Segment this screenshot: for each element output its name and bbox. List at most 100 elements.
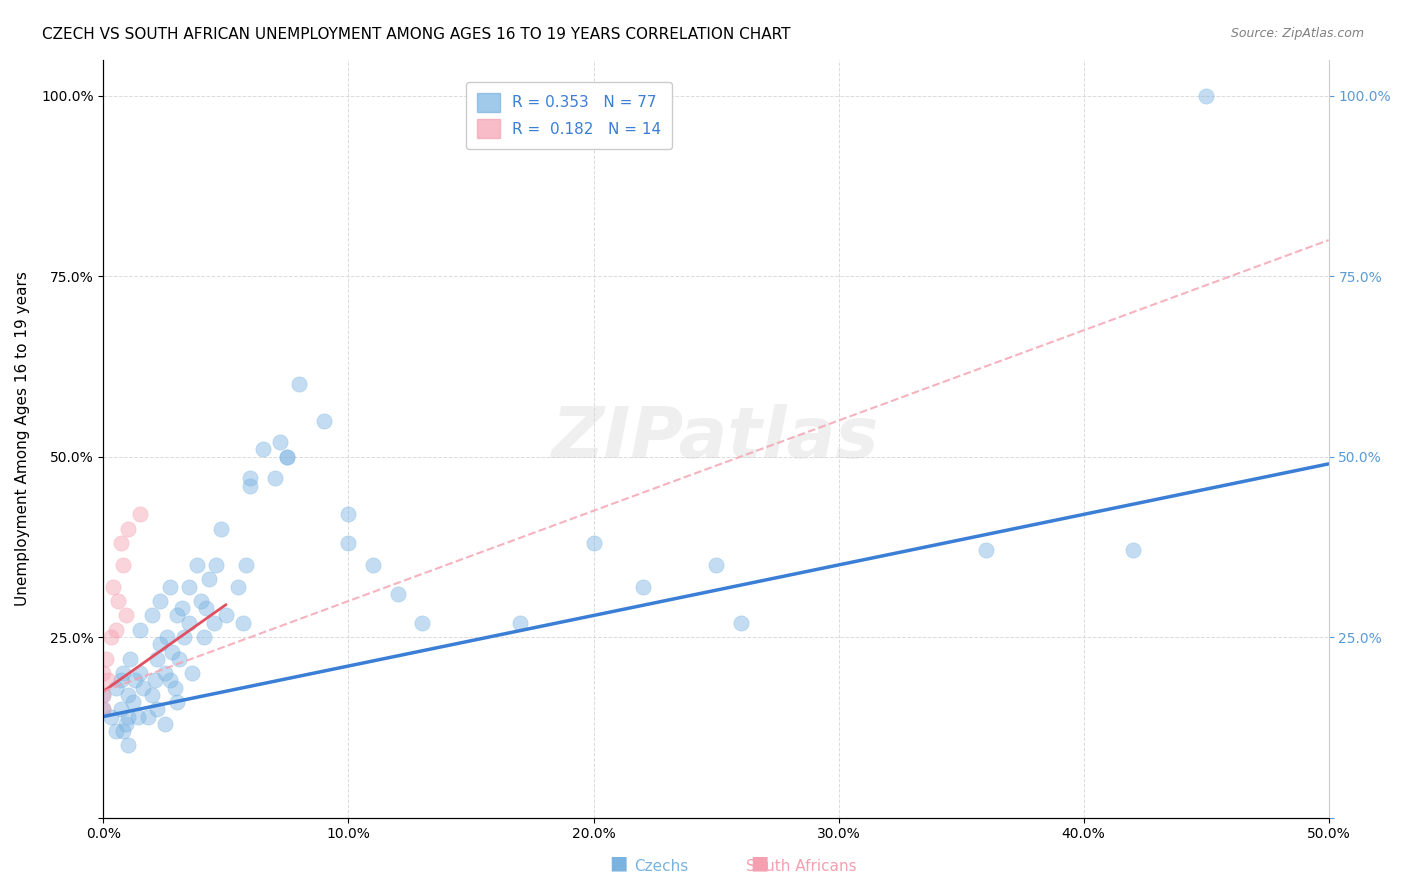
Point: [97, 673, 120, 688]
Point: [129, 666, 152, 681]
Point: [312, 413, 335, 427]
Point: [141, 608, 163, 623]
Point: [127, 709, 149, 723]
Point: [1122, 543, 1144, 558]
Point: [186, 558, 208, 572]
Point: [104, 623, 127, 637]
Point: [124, 673, 146, 688]
Point: [93, 688, 115, 702]
Point: [94, 652, 117, 666]
Point: [143, 673, 166, 688]
Point: [198, 573, 221, 587]
Point: [166, 695, 188, 709]
Point: [180, 666, 202, 681]
Point: [163, 681, 186, 695]
Point: [156, 630, 179, 644]
Point: [110, 536, 132, 550]
Point: [146, 652, 169, 666]
Y-axis label: Unemployment Among Ages 16 to 19 years: Unemployment Among Ages 16 to 19 years: [15, 271, 30, 606]
Point: [120, 652, 142, 666]
Point: [117, 739, 139, 753]
Point: [93, 666, 115, 681]
Point: [276, 450, 298, 464]
Point: [129, 508, 152, 522]
Point: [146, 702, 169, 716]
Point: [153, 666, 176, 681]
Point: [193, 630, 215, 644]
Point: [117, 522, 139, 536]
Point: [112, 666, 135, 681]
Point: [121, 695, 143, 709]
Point: [160, 644, 183, 658]
Point: [264, 471, 287, 485]
Point: [153, 716, 176, 731]
Point: [112, 558, 135, 572]
Point: [232, 615, 254, 630]
Point: [100, 630, 122, 644]
Point: [215, 608, 238, 623]
Point: [159, 673, 181, 688]
Point: [173, 630, 195, 644]
Point: [110, 673, 132, 688]
Point: [235, 558, 257, 572]
Point: [631, 580, 654, 594]
Point: [202, 615, 225, 630]
Text: Czechs: Czechs: [634, 859, 688, 874]
Point: [190, 594, 212, 608]
Point: [509, 615, 531, 630]
Point: [288, 377, 311, 392]
Text: ■: ■: [609, 854, 628, 872]
Point: [117, 688, 139, 702]
Point: [114, 716, 136, 731]
Point: [239, 478, 262, 492]
Point: [704, 558, 727, 572]
Point: [209, 522, 232, 536]
Point: [104, 681, 127, 695]
Point: [103, 580, 125, 594]
Point: [170, 601, 193, 615]
Point: [169, 652, 191, 666]
Point: [110, 702, 132, 716]
Point: [269, 435, 291, 450]
Point: [159, 580, 181, 594]
Text: South Africans: South Africans: [747, 859, 856, 874]
Point: [100, 709, 122, 723]
Point: [93, 702, 115, 716]
Point: [337, 508, 360, 522]
Point: [112, 723, 135, 738]
Point: [93, 688, 115, 702]
Point: [205, 558, 228, 572]
Point: [149, 637, 172, 651]
Legend: R = 0.353   N = 77, R =  0.182   N = 14: R = 0.353 N = 77, R = 0.182 N = 14: [467, 82, 672, 149]
Text: CZECH VS SOUTH AFRICAN UNEMPLOYMENT AMONG AGES 16 TO 19 YEARS CORRELATION CHART: CZECH VS SOUTH AFRICAN UNEMPLOYMENT AMON…: [42, 27, 790, 42]
Point: [195, 601, 218, 615]
Point: [93, 702, 115, 716]
Point: [166, 608, 188, 623]
Point: [239, 471, 262, 485]
Point: [179, 580, 201, 594]
Point: [252, 442, 274, 457]
Point: [730, 615, 752, 630]
Point: [387, 587, 409, 601]
Point: [226, 580, 249, 594]
Text: ZIPatlas: ZIPatlas: [553, 404, 880, 473]
Point: [114, 608, 136, 623]
Point: [117, 709, 139, 723]
Text: Source: ZipAtlas.com: Source: ZipAtlas.com: [1230, 27, 1364, 40]
Point: [104, 723, 127, 738]
Point: [361, 558, 384, 572]
Point: [129, 623, 152, 637]
Point: [1195, 88, 1218, 103]
Point: [149, 594, 172, 608]
Point: [141, 688, 163, 702]
Point: [276, 450, 298, 464]
Text: ■: ■: [749, 854, 769, 872]
Point: [974, 543, 997, 558]
Point: [179, 615, 201, 630]
Point: [136, 709, 159, 723]
Point: [337, 536, 360, 550]
Point: [582, 536, 605, 550]
Point: [131, 681, 153, 695]
Point: [107, 594, 129, 608]
Point: [411, 615, 433, 630]
